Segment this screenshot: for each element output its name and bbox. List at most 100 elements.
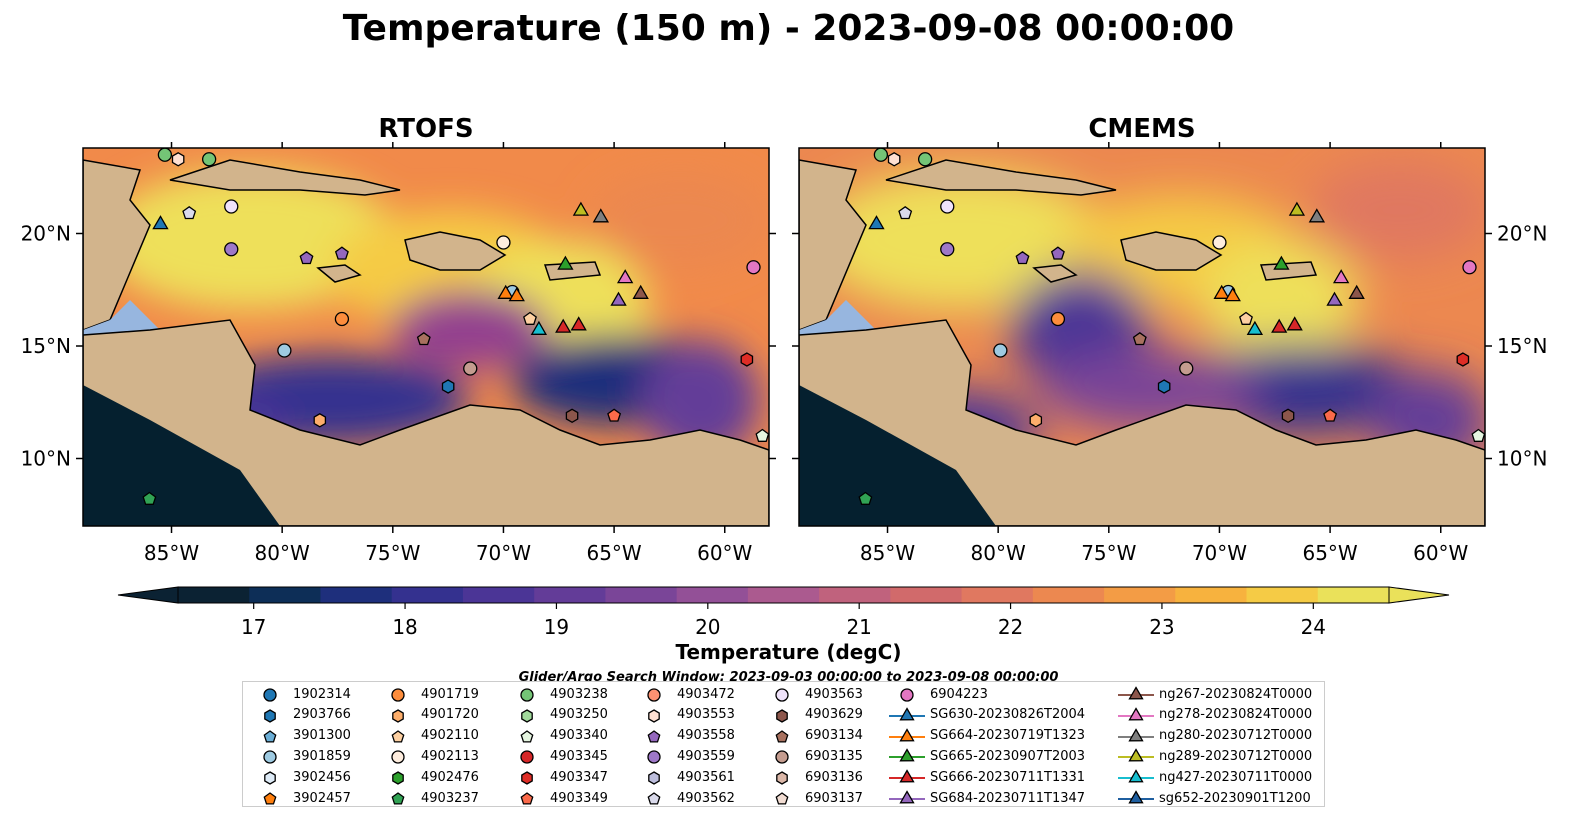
- legend-label: ng427-20230711T0000: [1159, 769, 1313, 785]
- legend-label: 2903766: [293, 707, 351, 723]
- float-marker-ng278-20230824T0000: [616, 269, 634, 284]
- float-marker-SG630-20230826T2004: [152, 215, 169, 230]
- circle-marker-icon: [900, 688, 914, 702]
- colorbar-label: Temperature (degC): [675, 640, 902, 664]
- legend-marker: [392, 771, 404, 785]
- legend-marker: [899, 727, 915, 742]
- legend-item: 6903134: [763, 726, 863, 746]
- legend-marker: [647, 792, 661, 805]
- legend-item: SG665-20230907T2003: [888, 746, 1085, 766]
- legend-marker: [647, 688, 661, 702]
- float-marker-4903349: [607, 408, 622, 422]
- colorbar-tick-label: 20: [695, 615, 720, 639]
- legend-item: 4901720: [379, 705, 479, 725]
- legend-item: SG684-20230711T1347: [888, 788, 1085, 808]
- legend-marker: [1128, 748, 1144, 762]
- lon-tick-label: 65°W: [586, 541, 641, 565]
- float-marker-ng280-20230712T0000: [592, 208, 610, 223]
- triangle-marker-icon: [889, 706, 925, 721]
- float-marker-4902113: [496, 235, 511, 250]
- float-marker-SG666-20230711T1331: [555, 318, 572, 333]
- pentagon-marker-icon: [775, 792, 789, 805]
- float-marker-4903559: [224, 242, 239, 257]
- triangle-marker-icon: [1118, 727, 1154, 742]
- float-marker-4903558: [1050, 246, 1065, 260]
- colorbar-segment: [747, 587, 820, 603]
- legend-marker: [263, 792, 277, 805]
- legend-marker: [391, 688, 405, 702]
- colorbar-segment: [1175, 587, 1248, 603]
- legend-item: ng427-20230711T0000: [1117, 767, 1312, 787]
- legend-marker: [899, 769, 915, 783]
- colorbar-frame: [177, 586, 1390, 604]
- legend-label: ng267-20230824T0000: [1159, 686, 1313, 702]
- float-marker-4901719: [1050, 311, 1066, 327]
- float-marker-SG684-20230711T1347: [1326, 291, 1343, 306]
- float-marker-ng289-20230712T0000: [572, 201, 590, 216]
- float-marker-6904223: [1462, 260, 1477, 275]
- legend-label: 4903349: [550, 790, 608, 806]
- float-marker-4903347: [1456, 352, 1470, 367]
- float-marker-SG664-20230719T1323: [1224, 287, 1241, 302]
- float-marker-4903340: [1471, 428, 1486, 442]
- float-marker-4903558: [1015, 251, 1030, 265]
- legend-item: 4903562: [635, 788, 735, 808]
- legend-item: SG666-20230711T1331: [888, 767, 1085, 787]
- float-marker-4903553: [887, 152, 901, 167]
- float-marker-6903134: [416, 332, 431, 346]
- legend-item: 4902110: [379, 726, 479, 746]
- legend-marker: [264, 709, 276, 723]
- colorbar-segment: [249, 587, 321, 603]
- legend-label: 3902456: [293, 769, 351, 785]
- legend-marker: [520, 729, 534, 743]
- lon-tick-label: 70°W: [1192, 541, 1247, 565]
- legend-marker: [391, 750, 405, 765]
- float-marker-4903237: [142, 491, 157, 505]
- triangle-marker-icon: [1118, 748, 1154, 762]
- legend-label: 3901300: [293, 728, 351, 744]
- float-marker-4902113: [1212, 235, 1227, 250]
- colorbar-segment: [391, 587, 464, 603]
- legend-item: 4903250: [508, 705, 608, 725]
- legend-marker: [1128, 706, 1144, 721]
- legend-marker: [520, 792, 534, 805]
- legend-item: 4901719: [379, 684, 479, 704]
- legend-item: ng289-20230712T0000: [1117, 746, 1312, 766]
- legend-marker: [391, 729, 405, 743]
- colorbar-segment: [819, 587, 891, 603]
- triangle-marker-icon: [1118, 790, 1154, 804]
- colorbar-tick-label: 17: [241, 615, 266, 639]
- legend-item: 4903340: [508, 726, 608, 746]
- triangle-marker-icon: [889, 790, 925, 804]
- pentagon-marker-icon: [391, 792, 405, 805]
- legend-item: sg652-20230901T1200: [1117, 788, 1311, 808]
- hexagon-marker-icon: [392, 771, 404, 785]
- legend-item: 4903563: [763, 684, 863, 704]
- hexagon-marker-icon: [521, 771, 533, 785]
- legend-marker: [775, 792, 789, 805]
- legend-label: 4903340: [550, 728, 608, 744]
- float-marker-SG664-20230719T1323: [1213, 284, 1230, 299]
- float-marker-SG630-20230826T2004: [868, 215, 885, 230]
- legend-label: 4903558: [677, 728, 735, 744]
- colorbar-segment: [178, 587, 250, 603]
- float-marker-ng267-20230824T0000: [632, 284, 649, 299]
- legend-label: 3901859: [293, 748, 351, 764]
- float-marker-SG684-20230711T1347: [610, 291, 627, 306]
- circle-marker-icon: [775, 750, 789, 765]
- colorbar-tick-label: 21: [846, 615, 871, 639]
- float-marker-4903558: [299, 251, 314, 265]
- colorbar-extend-high: [1388, 586, 1450, 604]
- pentagon-marker-icon: [775, 729, 789, 743]
- float-marker-4903563: [224, 199, 239, 214]
- hexagon-marker-icon: [648, 709, 660, 723]
- legend-item: ng280-20230712T0000: [1117, 726, 1312, 746]
- legend-item: 6903136: [763, 767, 863, 787]
- legend-item: 3902457: [251, 788, 351, 808]
- float-marker-4903553: [171, 152, 185, 167]
- circle-marker-icon: [391, 688, 405, 702]
- legend-item: 4903345: [508, 746, 608, 766]
- legend-label: 6904223: [930, 686, 988, 702]
- colorbar-segment: [534, 587, 606, 603]
- legend-item: 4903629: [763, 705, 863, 725]
